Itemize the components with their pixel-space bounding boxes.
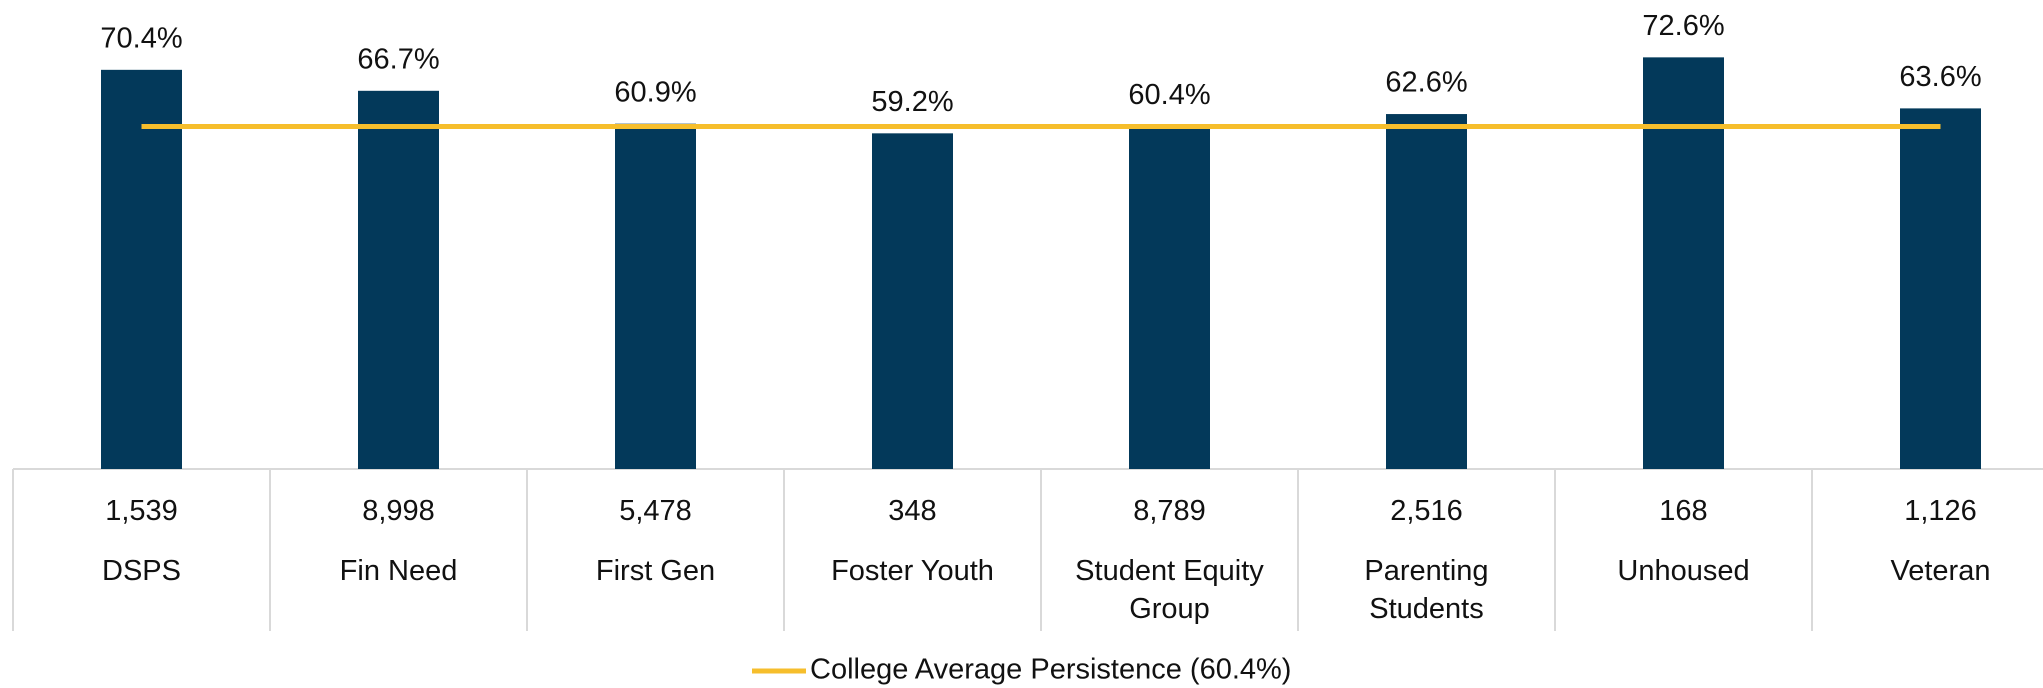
- bar: [615, 123, 696, 470]
- count-label: 5,478: [619, 495, 692, 527]
- bar: [1900, 108, 1981, 469]
- bar: [872, 133, 953, 469]
- bar: [101, 69, 182, 469]
- category-label: DSPS: [102, 555, 181, 587]
- value-label: 62.6%: [1385, 67, 1467, 99]
- category-label: Fin Need: [339, 555, 458, 587]
- category-label: First Gen: [595, 555, 716, 587]
- category-label: Veteran: [1890, 555, 1991, 587]
- count-label: 8,789: [1133, 495, 1206, 527]
- category-label: Student Equity Group: [1075, 555, 1264, 625]
- count-label: 348: [888, 495, 937, 527]
- count-label: 1,126: [1904, 495, 1977, 527]
- bar: [358, 90, 439, 469]
- value-label: 72.6%: [1642, 10, 1724, 42]
- bar: [1386, 114, 1467, 470]
- value-label: 60.9%: [614, 76, 696, 108]
- category-label: Foster Youth: [831, 555, 994, 587]
- count-label: 2,516: [1390, 495, 1463, 527]
- count-label: 168: [1659, 495, 1708, 527]
- value-label: 59.2%: [871, 86, 953, 118]
- category-label: Unhoused: [1617, 555, 1750, 587]
- category-label: Parenting Students: [1364, 555, 1489, 625]
- value-label: 63.6%: [1899, 61, 1981, 93]
- count-label: 8,998: [362, 495, 435, 527]
- bar: [1129, 126, 1210, 470]
- value-label: 60.4%: [1128, 79, 1210, 111]
- value-label: 66.7%: [357, 43, 439, 75]
- count-label: 1,539: [105, 495, 178, 527]
- legend-label: College Average Persistence (60.4%): [810, 654, 1291, 686]
- value-label: 70.4%: [100, 22, 182, 54]
- bar: [1643, 57, 1724, 469]
